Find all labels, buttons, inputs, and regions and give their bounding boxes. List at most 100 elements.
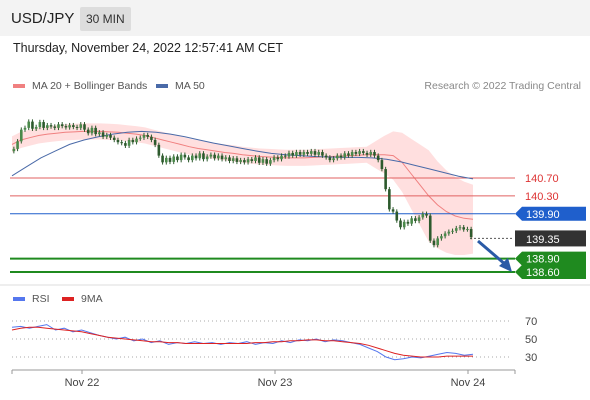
candle-body — [46, 125, 49, 128]
ma9-legend-swatch — [62, 297, 74, 301]
candle-body — [105, 135, 109, 137]
candle-body — [164, 157, 168, 163]
candle-body — [183, 154, 187, 158]
candle-body — [309, 151, 313, 154]
candle-body — [428, 215, 432, 241]
candle-body — [380, 160, 384, 170]
x-label-0: Nov 22 — [65, 377, 100, 389]
pair-title: USD/JPY — [11, 10, 75, 27]
candle-body — [217, 155, 220, 159]
candle-body — [23, 127, 27, 130]
candle-body — [257, 157, 261, 163]
candle-body — [373, 152, 376, 156]
candle-body — [90, 127, 94, 134]
candle-body — [112, 137, 116, 140]
candle-body — [458, 227, 462, 229]
candle-body — [425, 213, 428, 216]
candle-body — [187, 157, 190, 161]
candle-body — [332, 158, 335, 161]
candle-body — [168, 157, 172, 162]
candle-body — [42, 122, 45, 128]
forecast-arrowhead — [499, 258, 512, 272]
candle-body — [161, 155, 164, 163]
ma9-line — [11, 326, 473, 358]
candle-body — [280, 155, 283, 160]
rsi-legend-label: RSI — [32, 293, 50, 305]
candle-body — [235, 158, 239, 162]
bollinger-band — [12, 123, 473, 256]
candle-body — [224, 157, 228, 160]
candle-body — [399, 220, 402, 228]
pivot-label-139.90: 139.90 — [526, 209, 560, 221]
candle-body — [451, 230, 454, 232]
candle-body — [98, 132, 101, 135]
timeframe-badge[interactable]: 30 MIN — [80, 7, 131, 31]
ma50-line — [11, 130, 474, 180]
candle-body — [109, 135, 112, 138]
rsi-tick-30: 30 — [525, 352, 537, 364]
support-tag-138.60 — [515, 265, 586, 279]
candle-body — [462, 227, 466, 230]
ma50-legend-swatch — [156, 84, 168, 88]
candle-body — [205, 156, 209, 160]
candle-body — [283, 155, 287, 157]
last-price-tag — [515, 230, 586, 247]
candle-body — [135, 138, 138, 143]
candle-body — [19, 129, 23, 142]
candle-body — [410, 218, 413, 224]
candle-body — [369, 152, 373, 155]
candle-body — [440, 236, 443, 239]
candle-body — [124, 143, 127, 146]
candle-body — [336, 155, 339, 159]
candle-body — [176, 156, 179, 161]
candle-body — [179, 154, 183, 161]
candle-body — [328, 157, 332, 161]
copyright: Research © 2022 Trading Central — [424, 80, 581, 92]
candle-body — [395, 211, 399, 221]
support-tag-138.90 — [515, 251, 586, 266]
rsi-line — [11, 324, 474, 361]
candle-body — [16, 141, 19, 149]
resistance-label-140.70: 140.70 — [525, 173, 559, 185]
timestamp: Thursday, November 24, 2022 12:57:41 AM … — [13, 41, 284, 55]
candle-body — [414, 218, 417, 221]
candle-body — [276, 157, 280, 160]
candle-body — [86, 129, 90, 134]
candle-body — [220, 155, 224, 160]
candle-body — [12, 148, 16, 152]
candle-body — [150, 136, 153, 140]
candle-body — [72, 125, 75, 127]
candle-body — [31, 121, 34, 129]
candle-body — [194, 155, 198, 159]
candle-body — [295, 152, 298, 156]
candle-body — [60, 124, 64, 127]
candle-body — [49, 125, 53, 127]
candle-body — [391, 209, 395, 212]
candle-body — [269, 160, 272, 164]
support-label-138.90: 138.90 — [526, 254, 560, 266]
candle-body — [27, 121, 31, 128]
header-bar: USD/JPY 30 MIN — [0, 0, 590, 36]
candle-body — [243, 160, 246, 163]
x-label-2: Nov 24 — [451, 377, 486, 389]
forecast-arrow — [477, 239, 507, 267]
candle-body — [265, 159, 268, 164]
candle-body — [261, 159, 265, 163]
rsi-legend-swatch — [13, 297, 25, 301]
candle-body — [321, 152, 324, 156]
candle-body — [239, 160, 242, 162]
candle-body — [402, 221, 406, 228]
candle-body — [191, 155, 194, 161]
candle-body — [116, 139, 120, 143]
candle-body — [142, 135, 146, 138]
candle-body — [34, 126, 38, 129]
candle-body — [358, 151, 361, 154]
candle-body — [254, 157, 257, 161]
candle-body — [231, 158, 235, 161]
candle-body — [432, 240, 436, 246]
candle-body — [302, 152, 306, 155]
candle-body — [246, 159, 250, 163]
candle-body — [376, 155, 380, 161]
candle-body — [347, 153, 350, 156]
ma20-legend-swatch — [13, 84, 25, 88]
